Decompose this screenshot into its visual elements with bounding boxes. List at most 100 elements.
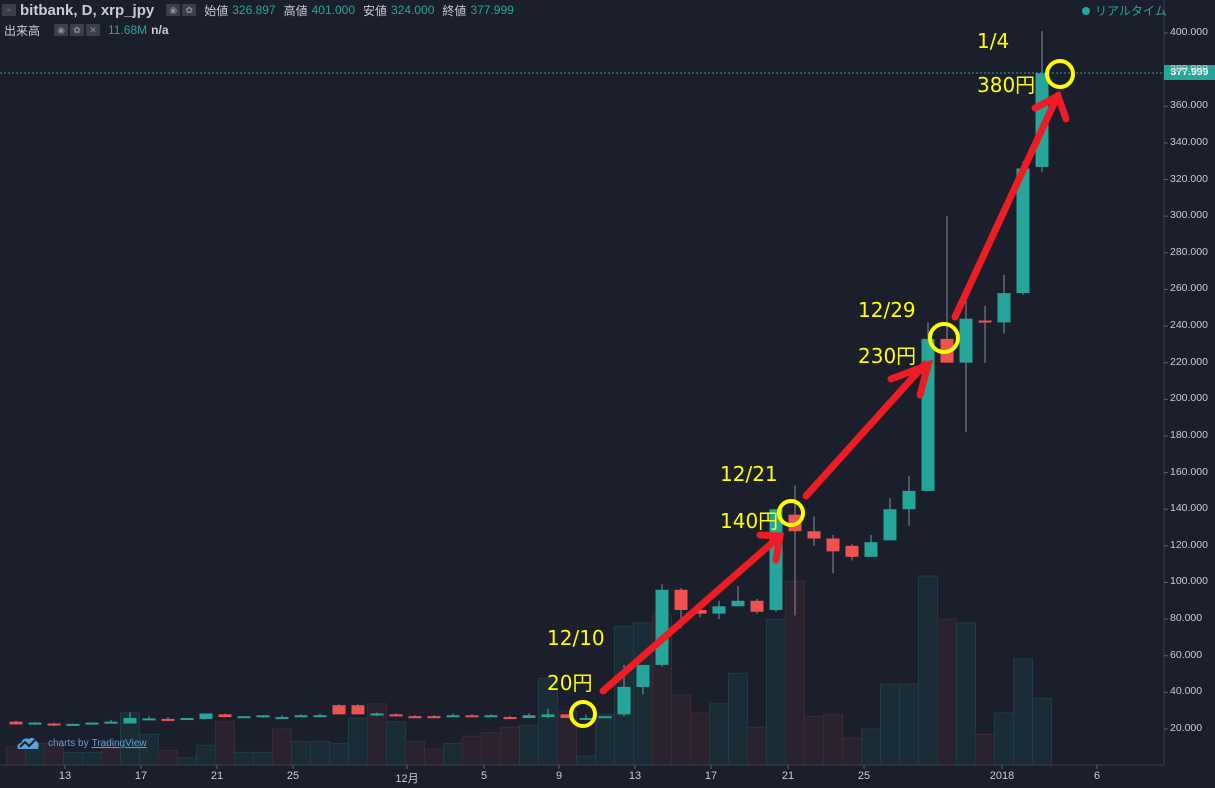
candle [883, 509, 897, 541]
candle [826, 538, 840, 552]
volume-bar [1013, 658, 1033, 766]
volume-bar [215, 721, 235, 766]
volume-bar [348, 717, 368, 766]
volume-bar [253, 751, 273, 766]
volume-bar [861, 728, 881, 766]
candle [389, 714, 403, 717]
arrow-3-head [1031, 91, 1070, 123]
volume-bar [671, 694, 691, 766]
annotation-date-2: 12/21 [720, 462, 778, 486]
arrow-3 [951, 91, 1062, 321]
watermark-link[interactable]: TradingView [91, 737, 147, 749]
candle [332, 705, 346, 715]
candle [370, 713, 384, 716]
volume-bar [576, 755, 596, 766]
volume-bar [310, 741, 330, 766]
close-value: 377.999 [470, 3, 514, 17]
volume-bar [728, 672, 748, 766]
volume-bar [443, 742, 463, 766]
candle [427, 716, 441, 719]
x-tick-label: 13 [58, 770, 72, 782]
x-tick-label: 25 [857, 770, 871, 782]
volume-bar [481, 732, 501, 766]
volume-bar [975, 733, 995, 766]
candle [275, 717, 289, 720]
candle [693, 609, 707, 614]
volume-bar [386, 721, 406, 766]
volume-value: 11.68M [108, 23, 148, 37]
y-tick-label: 100.000 [1170, 575, 1208, 588]
candle [9, 721, 23, 725]
gear-icon[interactable]: ✿ [182, 4, 197, 16]
realtime-status: リアルタイム [1082, 2, 1167, 19]
red-arrows [599, 91, 1070, 695]
volume-bar [272, 728, 292, 766]
close-label: 終値 [442, 3, 467, 18]
x-tick-label: 9 [555, 770, 563, 782]
candle [579, 718, 593, 721]
x-tick-label: 6 [1093, 770, 1101, 782]
x-tick-label: 21 [781, 770, 795, 782]
volume-bar [177, 757, 197, 766]
volume-bar [899, 683, 919, 766]
x-tick-label: 21 [210, 770, 224, 782]
volume-extra: n/a [151, 23, 169, 37]
volume-bar [63, 751, 83, 766]
x-tick-label: 17 [134, 770, 148, 782]
tradingview-watermark[interactable]: charts by TradingView [16, 736, 147, 750]
eye-icon[interactable]: ◉ [54, 24, 69, 36]
volume-bar [595, 714, 615, 766]
volume-bar [709, 703, 729, 766]
high-label: 高値 [283, 3, 308, 18]
candle [313, 715, 327, 718]
annotation-date-1: 12/10 [547, 626, 605, 650]
volume-bar [519, 724, 539, 766]
yellow-circles [569, 59, 1075, 728]
candle [845, 545, 859, 557]
volume-bar [158, 750, 178, 766]
volume-bar [424, 748, 444, 766]
y-tick-label: 140.000 [1170, 502, 1208, 515]
close-icon[interactable]: ✕ [86, 24, 101, 36]
volume-bar [766, 618, 786, 766]
candle [674, 589, 688, 610]
candle [218, 714, 232, 718]
eye-icon[interactable]: ◉ [166, 4, 181, 16]
candle [750, 600, 764, 612]
candle [256, 715, 270, 718]
watermark-prefix: charts by [48, 737, 89, 749]
candle [161, 718, 175, 721]
collapse-icon[interactable]: − [2, 4, 16, 16]
x-tick-label: 17 [704, 770, 718, 782]
y-tick-label: 200.000 [1170, 392, 1208, 405]
volume-bar [196, 744, 216, 766]
candle [902, 490, 916, 510]
candle [446, 715, 460, 718]
annotation-price-2: 140円 [720, 509, 779, 533]
gear-icon[interactable]: ✿ [70, 24, 85, 36]
volume-bar [500, 726, 520, 766]
candle [123, 718, 137, 724]
low-value: 324.000 [391, 3, 435, 17]
volume-bar [994, 712, 1014, 766]
y-tick-label: 360.000 [1170, 99, 1208, 112]
y-tick-label: 240.000 [1170, 319, 1208, 332]
volume-bars [6, 575, 1052, 766]
arrow-2-head [887, 359, 934, 399]
circle-1-4 [1045, 59, 1075, 89]
low-label: 安値 [363, 3, 388, 18]
candle [541, 714, 555, 718]
volume-bar [880, 683, 900, 766]
candle [199, 713, 213, 719]
annotation-date-4: 1/4 [977, 29, 1010, 53]
x-tick-label: 25 [286, 770, 300, 782]
open-value: 326.897 [232, 3, 276, 17]
y-tick-label: 180.000 [1170, 428, 1208, 441]
y-tick-label: 320.000 [1170, 172, 1208, 185]
candle [655, 589, 669, 665]
y-tick-label: 280.000 [1170, 245, 1208, 258]
x-tick-label: 13 [628, 770, 642, 782]
y-tick-label: 40.000 [1170, 685, 1203, 698]
candle [294, 715, 308, 718]
